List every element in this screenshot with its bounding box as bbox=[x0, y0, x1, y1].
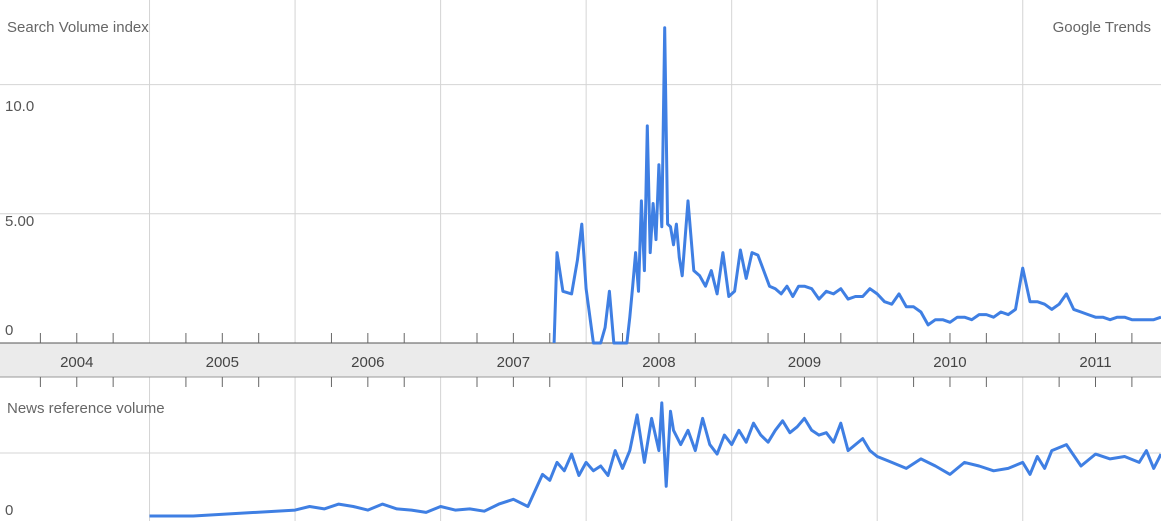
upper-axis-ticks bbox=[39, 333, 1133, 343]
year-label: 2010 bbox=[933, 354, 967, 371]
vertical-gridlines bbox=[149, 0, 1024, 521]
year-label: 2006 bbox=[351, 354, 385, 371]
year-label: 2007 bbox=[496, 354, 531, 371]
year-label: 2008 bbox=[642, 354, 676, 371]
y-tick-label-10: 10.0 bbox=[5, 98, 35, 115]
news-reference-volume-label: News reference volume bbox=[7, 400, 165, 417]
search-volume-line bbox=[552, 26, 1161, 345]
google-trends-label: Google Trends bbox=[1052, 19, 1151, 36]
y-tick-label-5: 5.00 bbox=[5, 213, 35, 230]
lower-y-tick-label-0: 0 bbox=[5, 502, 14, 519]
year-label: 2004 bbox=[60, 354, 94, 371]
lower-axis-ticks bbox=[39, 377, 1133, 387]
y-tick-label-0: 0 bbox=[5, 322, 14, 339]
news-volume-line bbox=[149, 401, 1161, 518]
upper-horizontal-gridlines bbox=[0, 84, 1161, 215]
year-label: 2011 bbox=[1079, 354, 1112, 371]
year-axis-band bbox=[0, 343, 1161, 377]
year-label: 2009 bbox=[787, 354, 822, 371]
year-label: 2005 bbox=[205, 354, 239, 371]
search-volume-index-label: Search Volume index bbox=[7, 19, 149, 36]
